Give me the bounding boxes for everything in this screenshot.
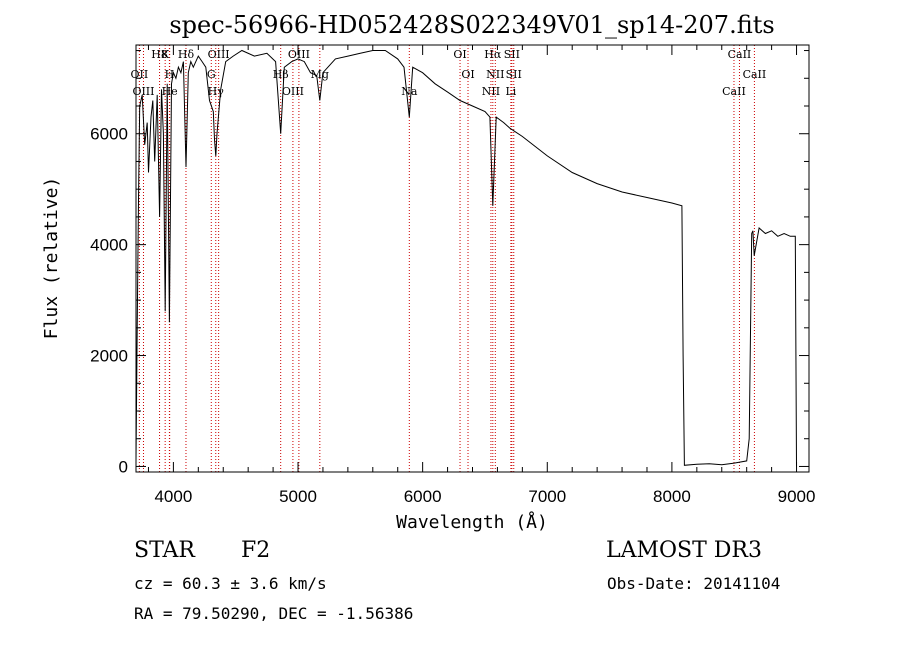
line-label-7: G (207, 68, 216, 81)
chart-title: spec-56966-HD052428S022349V01_sp14-207.f… (169, 11, 774, 39)
spectrum-line-group (135, 49, 797, 467)
x-tick-label-7000: 7000 (528, 487, 566, 506)
x-axis-ticks: 4000 5000 6000 7000 8000 9000 (147, 45, 816, 506)
coordinates: RA = 79.50290, DEC = -1.56386 (134, 604, 414, 623)
plot-frame (135, 44, 810, 473)
line-label-8: Hγ (208, 85, 225, 98)
line-label-9: OIII (208, 48, 230, 61)
line-label-6: Hδ (178, 48, 195, 61)
line-label-25: CaII (743, 68, 767, 81)
line-label-5: He (162, 85, 178, 98)
line-label-14: Na (401, 85, 418, 98)
line-label-20: Li (505, 85, 516, 98)
x-axis-label: Wavelength (Å) (396, 511, 548, 533)
x-tick-label-8000: 8000 (653, 487, 691, 506)
line-label-4: H (165, 68, 175, 81)
spectral-line-markers (138, 45, 755, 472)
line-label-23: CaII (722, 85, 746, 98)
spectrum-line-0 (135, 49, 797, 467)
object-class: STAR (134, 538, 195, 563)
spectral-line-labels: H8OIIOIIIKHHeHδGHγOIIIHβOIIIOIIIMgNaOIOI… (131, 48, 767, 98)
line-label-12: OIII (288, 48, 310, 61)
line-label-19: NII (486, 68, 504, 81)
line-label-24: CaII (728, 48, 752, 61)
line-label-1: OII (131, 68, 149, 81)
obs-date: Obs-Date: 20141104 (607, 574, 781, 593)
line-label-11: OIII (282, 85, 304, 98)
y-tick-label-6000: 6000 (90, 125, 128, 144)
y-tick-label-0: 0 (119, 457, 128, 476)
survey-name: LAMOST DR3 (606, 538, 762, 563)
line-label-0: H8 (151, 48, 168, 61)
line-label-17: NII (482, 85, 500, 98)
line-label-16: OI (461, 68, 474, 81)
line-label-2: OIII (132, 85, 154, 98)
redshift-text: cz = 60.3 ± 3.6 km/s (134, 574, 327, 593)
y-tick-label-4000: 4000 (90, 236, 128, 255)
y-axis-ticks: 0 2000 4000 6000 (90, 50, 809, 476)
line-label-21: SII (504, 48, 520, 61)
y-axis-label: Flux (relative) (41, 177, 62, 340)
x-tick-label-5000: 5000 (279, 487, 317, 506)
object-subclass: F2 (241, 538, 271, 563)
line-label-15: OI (453, 48, 466, 61)
x-tick-label-4000: 4000 (154, 487, 192, 506)
line-label-10: Hβ (273, 68, 289, 81)
x-tick-label-6000: 6000 (404, 487, 442, 506)
line-label-18: Hα (484, 48, 502, 61)
line-label-3: K (161, 48, 170, 61)
x-tick-label-9000: 9000 (778, 487, 816, 506)
line-label-22: SII (506, 68, 522, 81)
y-tick-label-2000: 2000 (90, 347, 128, 366)
